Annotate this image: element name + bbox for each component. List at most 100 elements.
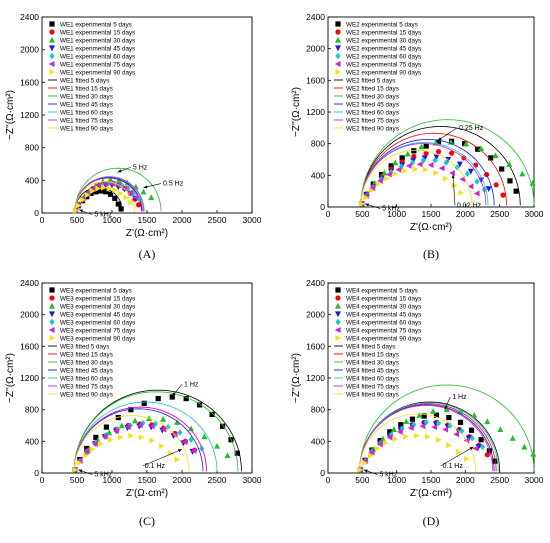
legend-entry: WE2 fitted 60 days <box>346 110 399 117</box>
data-point <box>499 166 505 172</box>
data-point <box>493 182 499 188</box>
annotation-arrow <box>440 446 474 467</box>
legend-entry: WE3 fitted 75 days <box>60 384 113 391</box>
data-point <box>485 186 492 192</box>
fitted-curve-6 <box>359 404 494 472</box>
legend-entry: WE4 experimental 45 days <box>346 312 421 319</box>
legend-marker <box>49 52 55 60</box>
legend-marker <box>335 302 341 309</box>
data-point <box>381 169 388 176</box>
legend-marker <box>49 318 55 326</box>
data-point <box>469 434 475 442</box>
annotation-label: 0.1 Hz <box>443 463 464 470</box>
fitted-curve-5 <box>73 401 218 472</box>
legend-entry: WE2 experimental 60 days <box>346 54 421 61</box>
panel-label: (A) <box>139 247 156 261</box>
data-point <box>396 428 403 435</box>
annotation-arrow <box>452 174 456 206</box>
fitted-curve-3 <box>360 119 535 206</box>
data-point <box>467 168 474 175</box>
data-point <box>155 395 161 402</box>
data-point <box>473 190 480 197</box>
legend-marker <box>335 287 341 293</box>
data-point <box>457 419 464 425</box>
data-point <box>488 155 494 161</box>
data-point <box>113 428 119 435</box>
data-point <box>418 143 425 150</box>
data-point <box>148 194 155 201</box>
fitted-curve-7 <box>359 413 476 472</box>
legend-marker <box>334 61 341 67</box>
y-tick-label: 800 <box>311 405 325 415</box>
legend-marker <box>335 311 341 318</box>
data-point <box>521 443 528 450</box>
data-point <box>443 406 450 413</box>
data-point <box>220 423 226 429</box>
fitted-curve-6 <box>74 176 144 212</box>
x-tick-label: 500 <box>355 209 369 219</box>
legend-entry: WE3 fitted 90 days <box>60 392 113 399</box>
y-tick-label: 1200 <box>306 373 325 383</box>
fitted-curve-6 <box>360 143 487 206</box>
legend-entry: WE2 fitted 15 days <box>346 86 399 93</box>
annotation-arrowhead <box>178 449 182 453</box>
data-point <box>96 182 102 189</box>
legend-marker <box>49 335 56 341</box>
data-point <box>416 412 423 418</box>
legend-entry: WE1 fitted 75 days <box>60 118 113 125</box>
data-point <box>361 459 368 466</box>
data-point <box>449 169 455 176</box>
data-point <box>149 437 156 444</box>
data-point <box>402 433 409 440</box>
y-tick-label: 1200 <box>20 110 39 120</box>
data-point <box>395 166 402 173</box>
data-point <box>390 426 397 433</box>
fitted-curve-7 <box>360 149 473 206</box>
data-point <box>451 182 458 189</box>
data-point <box>118 422 125 429</box>
annotation-arrowhead <box>437 137 442 141</box>
data-point <box>473 162 479 168</box>
data-point <box>398 422 404 428</box>
x-tick-label: 1500 <box>138 475 157 485</box>
panel-label: (B) <box>423 247 439 261</box>
annotation-arrowhead <box>78 469 83 473</box>
data-point <box>392 159 399 166</box>
fitted-curve-7 <box>73 415 190 472</box>
data-point <box>127 189 133 196</box>
data-point <box>412 166 419 172</box>
annotation-arrowhead <box>469 446 474 451</box>
data-point <box>80 196 86 203</box>
x-tick-label: 0 <box>40 215 45 225</box>
data-point <box>357 466 364 473</box>
data-point <box>125 185 131 192</box>
chart-panel-2: 0 500 1000 1500 2000 2500 3000 0 400 800 1200 1600 2… <box>291 12 544 261</box>
x-tick-label: 3000 <box>243 215 262 225</box>
data-point <box>112 195 118 201</box>
data-point <box>402 167 409 174</box>
data-point <box>455 448 462 455</box>
data-point <box>467 183 474 190</box>
x-tick-label: 500 <box>70 215 84 225</box>
legend-marker <box>49 311 55 318</box>
data-point <box>492 458 498 464</box>
legend-marker <box>48 327 55 333</box>
annotation-label: 0.02 Hz <box>457 202 482 209</box>
data-point <box>433 169 440 176</box>
data-point <box>369 185 376 191</box>
x-tick-label: 2500 <box>490 209 509 219</box>
data-point <box>387 429 393 435</box>
data-point <box>128 432 135 439</box>
data-point <box>92 440 98 447</box>
data-point <box>383 175 390 182</box>
y-tick-label: 2400 <box>20 278 39 288</box>
data-point <box>388 163 394 169</box>
data-point <box>117 434 124 441</box>
x-axis-label: Z'(Ω·cm²) <box>126 228 168 239</box>
data-point <box>209 411 215 418</box>
data-point <box>101 184 107 191</box>
annotation-arrowhead <box>363 469 368 473</box>
data-point <box>423 150 429 156</box>
data-point <box>89 185 96 192</box>
